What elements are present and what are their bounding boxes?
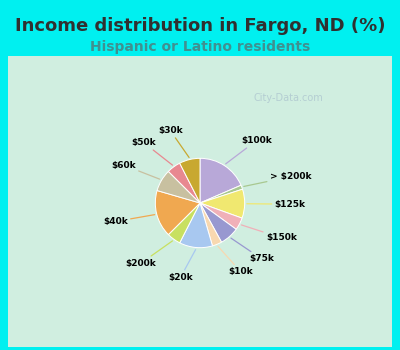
FancyBboxPatch shape bbox=[8, 56, 392, 346]
Text: Income distribution in Fargo, ND (%): Income distribution in Fargo, ND (%) bbox=[15, 17, 385, 35]
Wedge shape bbox=[180, 158, 200, 203]
Text: $50k: $50k bbox=[132, 138, 172, 165]
Wedge shape bbox=[168, 163, 200, 203]
Wedge shape bbox=[200, 185, 242, 203]
Text: $150k: $150k bbox=[241, 225, 297, 242]
Wedge shape bbox=[200, 203, 222, 246]
Text: > $200k: > $200k bbox=[244, 172, 311, 187]
Text: $20k: $20k bbox=[168, 250, 196, 282]
Wedge shape bbox=[157, 172, 200, 203]
Wedge shape bbox=[200, 158, 241, 203]
Text: $75k: $75k bbox=[231, 238, 274, 263]
Wedge shape bbox=[200, 203, 242, 229]
Text: $125k: $125k bbox=[247, 199, 306, 209]
Wedge shape bbox=[155, 190, 200, 234]
Text: $200k: $200k bbox=[126, 241, 172, 268]
Text: $60k: $60k bbox=[111, 161, 160, 179]
Text: $100k: $100k bbox=[226, 136, 272, 164]
Text: $10k: $10k bbox=[218, 246, 253, 276]
Text: $40k: $40k bbox=[103, 215, 155, 226]
Bar bbox=[0, 0, 400, 60]
Wedge shape bbox=[200, 189, 245, 218]
Text: Hispanic or Latino residents: Hispanic or Latino residents bbox=[90, 40, 310, 54]
Wedge shape bbox=[180, 203, 212, 248]
Text: $30k: $30k bbox=[158, 126, 189, 158]
Wedge shape bbox=[200, 203, 236, 242]
Wedge shape bbox=[168, 203, 200, 243]
Text: City-Data.com: City-Data.com bbox=[253, 93, 323, 103]
